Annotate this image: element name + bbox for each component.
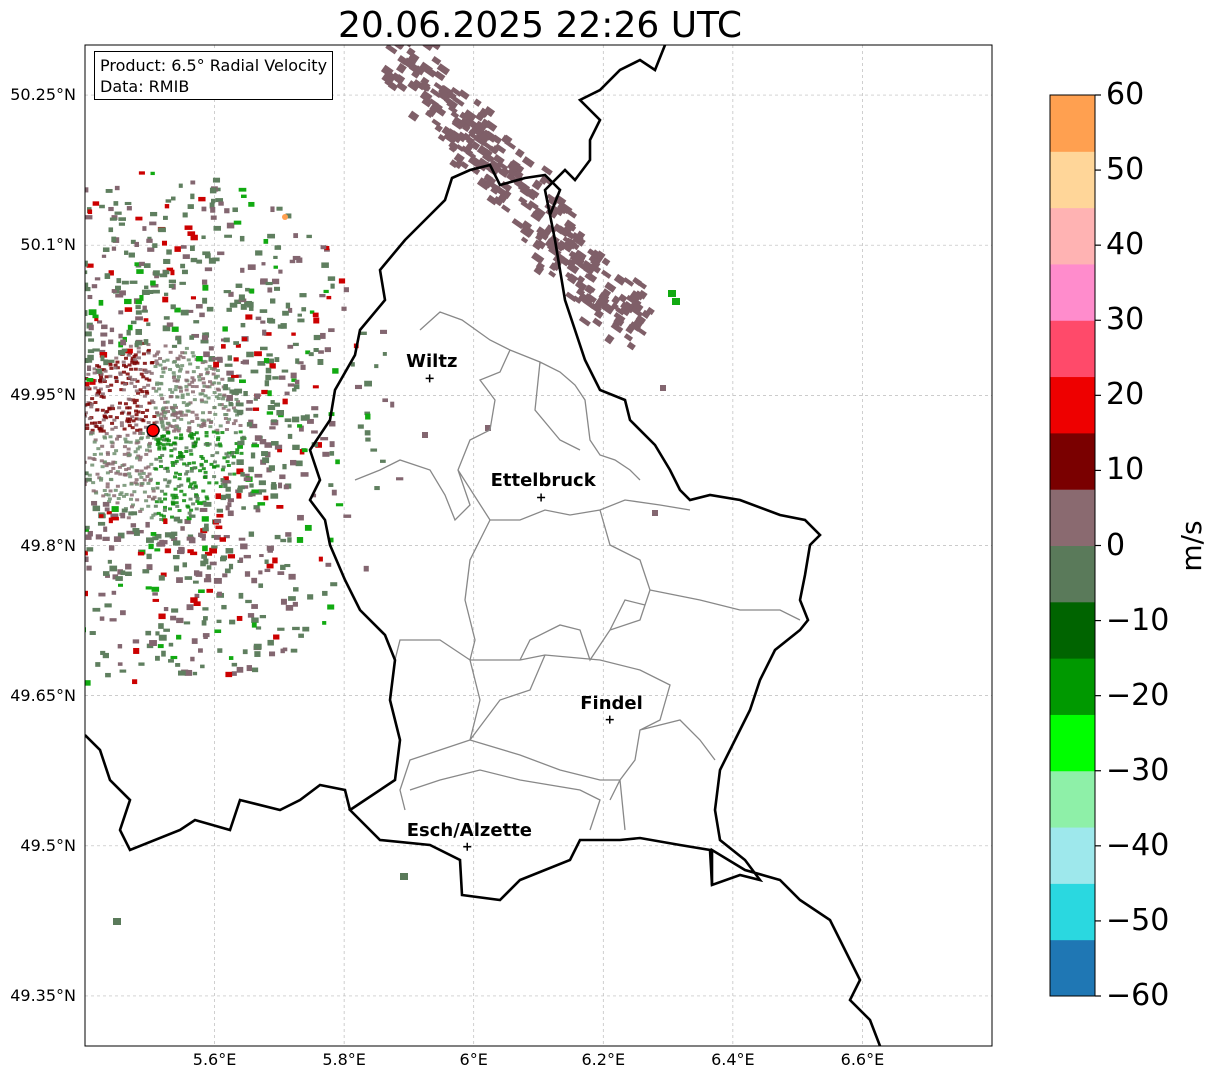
colorbar-segment: [1050, 263, 1095, 321]
colorbar-tick-label: 30: [1106, 302, 1145, 338]
colorbar-segment: [1050, 939, 1095, 997]
data-source-label: Data: RMIB: [100, 77, 190, 96]
colorbar-tick-label: 40: [1106, 227, 1145, 263]
city-marker: [463, 842, 472, 851]
colorbar-tick-label: 60: [1106, 77, 1145, 112]
city-markers: [425, 374, 614, 851]
colorbar-tick-label: −30: [1106, 752, 1170, 788]
colorbar-tick-label: 50: [1106, 152, 1145, 188]
lat-tick-label: 49.5°N: [20, 835, 76, 855]
lat-tick-label: 49.8°N: [20, 535, 76, 555]
colorbar-tick-label: −60: [1106, 978, 1170, 1013]
lon-tick-label: 6.4°E: [711, 1050, 755, 1069]
colorbar-segment: [1050, 376, 1095, 434]
lat-tick-label: 50.1°N: [20, 235, 76, 255]
colorbar-segment: [1050, 714, 1095, 772]
radar-site-marker: [146, 423, 160, 438]
colorbar-segment: [1050, 601, 1095, 659]
colorbar-unit: m/s: [1175, 520, 1207, 572]
city-marker: [605, 715, 614, 724]
product-info-box: Product: 6.5° Radial Velocity Data: RMIB: [94, 51, 334, 100]
lat-tick-label: 50.25°N: [10, 85, 76, 105]
colorbar-segment: [1050, 545, 1095, 603]
colorbar-tick-label: −40: [1106, 827, 1170, 863]
map-title: 20.06.2025 22:26 UTC: [337, 5, 743, 46]
colorbar-tick-label: −10: [1106, 602, 1170, 638]
country-borders: [85, 45, 882, 1046]
map-frame: [84, 44, 993, 1047]
lon-tick-label: 5.8°E: [322, 1050, 366, 1069]
city-marker: [425, 374, 434, 383]
city-label: Findel: [580, 692, 643, 714]
colorbar-segment: [1050, 207, 1095, 265]
lon-tick-label: 6.2°E: [581, 1050, 626, 1069]
radar-echoes: [85, 45, 680, 925]
city-label: Esch/Alzette: [406, 819, 533, 841]
colorbar-segment: [1050, 489, 1095, 546]
colorbar-tick-label: −20: [1106, 677, 1170, 713]
city-label: Ettelbruck: [490, 470, 596, 492]
canton-borders: [354, 311, 801, 831]
lat-tick-label: 49.35°N: [10, 985, 76, 1005]
product-label: Product: 6.5° Radial Velocity: [100, 56, 328, 75]
lon-tick-label: 6°E: [459, 1050, 488, 1069]
colorbar-tick-label: 0: [1106, 527, 1126, 563]
colorbar-segment: [1050, 432, 1095, 490]
colorbar-segment: [1050, 151, 1095, 209]
colorbar-segment: [1050, 95, 1095, 152]
colorbar-segment: [1050, 320, 1095, 378]
colorbar-segment: [1050, 770, 1095, 828]
colorbar: [1049, 94, 1101, 997]
city-label: Wiltz: [406, 351, 458, 373]
city-marker: [537, 493, 546, 502]
lon-tick-label: 6.6°E: [840, 1050, 885, 1069]
colorbar-tick-label: 10: [1106, 452, 1145, 488]
colorbar-tick-label: −50: [1106, 902, 1170, 938]
colorbar-segment: [1050, 883, 1095, 941]
colorbar-segment: [1050, 827, 1095, 884]
colorbar-tick-label: 20: [1106, 377, 1145, 413]
lon-tick-label: 5.6°E: [192, 1050, 237, 1069]
lat-tick-label: 49.95°N: [10, 385, 76, 405]
lat-tick-label: 49.65°N: [10, 685, 76, 705]
borders: [85, 45, 882, 1046]
colorbar-segment: [1050, 658, 1095, 715]
